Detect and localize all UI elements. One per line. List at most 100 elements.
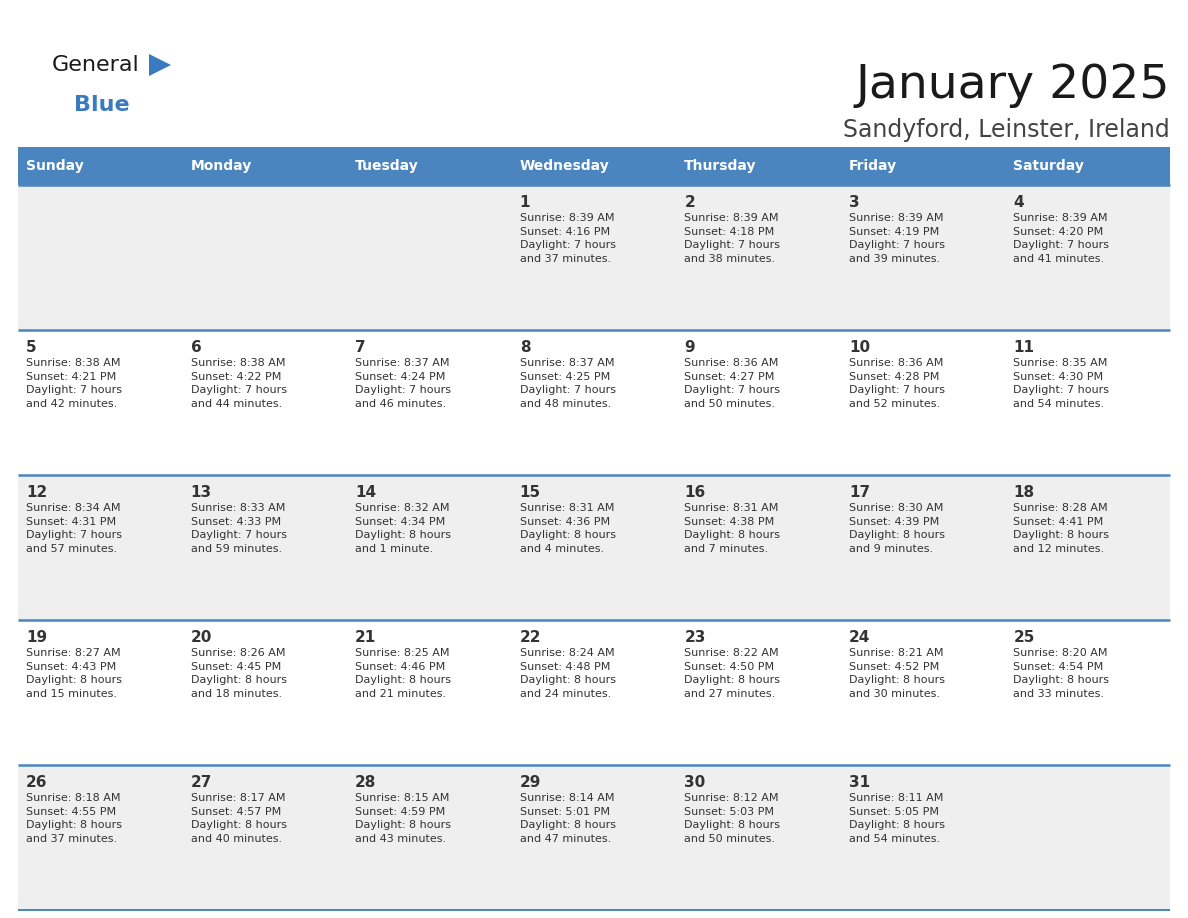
Bar [18, 147, 183, 185]
Bar [512, 620, 676, 765]
Text: Sunrise: 8:22 AM
Sunset: 4:50 PM
Daylight: 8 hours
and 27 minutes.: Sunrise: 8:22 AM Sunset: 4:50 PM Dayligh… [684, 648, 781, 699]
Text: 25: 25 [1013, 630, 1035, 645]
Text: Sunrise: 8:25 AM
Sunset: 4:46 PM
Daylight: 8 hours
and 21 minutes.: Sunrise: 8:25 AM Sunset: 4:46 PM Dayligh… [355, 648, 451, 699]
Text: 22: 22 [519, 630, 542, 645]
Text: 28: 28 [355, 775, 377, 790]
Bar [1005, 147, 1170, 185]
Text: Wednesday: Wednesday [519, 159, 609, 173]
Text: 5: 5 [26, 340, 37, 355]
Text: 26: 26 [26, 775, 48, 790]
Bar [18, 185, 183, 330]
Bar [347, 765, 512, 910]
Bar [841, 620, 1005, 765]
Text: Sunrise: 8:37 AM
Sunset: 4:25 PM
Daylight: 7 hours
and 48 minutes.: Sunrise: 8:37 AM Sunset: 4:25 PM Dayligh… [519, 358, 615, 409]
Text: 30: 30 [684, 775, 706, 790]
Bar [347, 620, 512, 765]
Bar [676, 185, 841, 330]
Bar [18, 765, 183, 910]
Text: Sunday: Sunday [26, 159, 83, 173]
Text: 15: 15 [519, 485, 541, 500]
Text: General: General [52, 55, 140, 75]
Bar [18, 620, 183, 765]
Bar [183, 475, 347, 620]
Bar [841, 147, 1005, 185]
Text: Sunrise: 8:32 AM
Sunset: 4:34 PM
Daylight: 8 hours
and 1 minute.: Sunrise: 8:32 AM Sunset: 4:34 PM Dayligh… [355, 503, 451, 554]
Text: January 2025: January 2025 [855, 62, 1170, 107]
Text: Tuesday: Tuesday [355, 159, 419, 173]
Text: 4: 4 [1013, 195, 1024, 210]
Text: Sunrise: 8:15 AM
Sunset: 4:59 PM
Daylight: 8 hours
and 43 minutes.: Sunrise: 8:15 AM Sunset: 4:59 PM Dayligh… [355, 793, 451, 844]
Text: Sandyford, Leinster, Ireland: Sandyford, Leinster, Ireland [843, 118, 1170, 142]
Bar [1005, 765, 1170, 910]
Text: 18: 18 [1013, 485, 1035, 500]
Text: 9: 9 [684, 340, 695, 355]
Text: Sunrise: 8:30 AM
Sunset: 4:39 PM
Daylight: 8 hours
and 9 minutes.: Sunrise: 8:30 AM Sunset: 4:39 PM Dayligh… [849, 503, 944, 554]
Bar [18, 475, 183, 620]
Bar [183, 765, 347, 910]
Text: Sunrise: 8:31 AM
Sunset: 4:38 PM
Daylight: 8 hours
and 7 minutes.: Sunrise: 8:31 AM Sunset: 4:38 PM Dayligh… [684, 503, 781, 554]
Bar [512, 147, 676, 185]
Bar [1005, 475, 1170, 620]
Text: Sunrise: 8:39 AM
Sunset: 4:16 PM
Daylight: 7 hours
and 37 minutes.: Sunrise: 8:39 AM Sunset: 4:16 PM Dayligh… [519, 213, 615, 263]
Text: 3: 3 [849, 195, 859, 210]
Text: Sunrise: 8:36 AM
Sunset: 4:27 PM
Daylight: 7 hours
and 50 minutes.: Sunrise: 8:36 AM Sunset: 4:27 PM Dayligh… [684, 358, 781, 409]
Text: Sunrise: 8:35 AM
Sunset: 4:30 PM
Daylight: 7 hours
and 54 minutes.: Sunrise: 8:35 AM Sunset: 4:30 PM Dayligh… [1013, 358, 1110, 409]
Text: Sunrise: 8:18 AM
Sunset: 4:55 PM
Daylight: 8 hours
and 37 minutes.: Sunrise: 8:18 AM Sunset: 4:55 PM Dayligh… [26, 793, 122, 844]
Bar [347, 147, 512, 185]
Text: Sunrise: 8:17 AM
Sunset: 4:57 PM
Daylight: 8 hours
and 40 minutes.: Sunrise: 8:17 AM Sunset: 4:57 PM Dayligh… [190, 793, 286, 844]
Bar [676, 475, 841, 620]
Text: Sunrise: 8:37 AM
Sunset: 4:24 PM
Daylight: 7 hours
and 46 minutes.: Sunrise: 8:37 AM Sunset: 4:24 PM Dayligh… [355, 358, 451, 409]
Bar [183, 147, 347, 185]
Bar [347, 185, 512, 330]
Bar [841, 185, 1005, 330]
Bar [1005, 620, 1170, 765]
Text: 13: 13 [190, 485, 211, 500]
Bar [676, 765, 841, 910]
Text: 21: 21 [355, 630, 377, 645]
Text: 14: 14 [355, 485, 377, 500]
Bar [676, 620, 841, 765]
Text: Monday: Monday [190, 159, 252, 173]
Text: 19: 19 [26, 630, 48, 645]
Text: Sunrise: 8:39 AM
Sunset: 4:19 PM
Daylight: 7 hours
and 39 minutes.: Sunrise: 8:39 AM Sunset: 4:19 PM Dayligh… [849, 213, 944, 263]
Text: 23: 23 [684, 630, 706, 645]
Bar [512, 185, 676, 330]
Text: Sunrise: 8:33 AM
Sunset: 4:33 PM
Daylight: 7 hours
and 59 minutes.: Sunrise: 8:33 AM Sunset: 4:33 PM Dayligh… [190, 503, 286, 554]
Text: 29: 29 [519, 775, 541, 790]
Text: 11: 11 [1013, 340, 1035, 355]
Text: Sunrise: 8:26 AM
Sunset: 4:45 PM
Daylight: 8 hours
and 18 minutes.: Sunrise: 8:26 AM Sunset: 4:45 PM Dayligh… [190, 648, 286, 699]
Text: Sunrise: 8:27 AM
Sunset: 4:43 PM
Daylight: 8 hours
and 15 minutes.: Sunrise: 8:27 AM Sunset: 4:43 PM Dayligh… [26, 648, 122, 699]
Text: Sunrise: 8:34 AM
Sunset: 4:31 PM
Daylight: 7 hours
and 57 minutes.: Sunrise: 8:34 AM Sunset: 4:31 PM Dayligh… [26, 503, 122, 554]
Bar [183, 185, 347, 330]
Bar [841, 330, 1005, 475]
Text: Thursday: Thursday [684, 159, 757, 173]
Text: 10: 10 [849, 340, 870, 355]
Text: 2: 2 [684, 195, 695, 210]
Text: Sunrise: 8:11 AM
Sunset: 5:05 PM
Daylight: 8 hours
and 54 minutes.: Sunrise: 8:11 AM Sunset: 5:05 PM Dayligh… [849, 793, 944, 844]
Text: Friday: Friday [849, 159, 897, 173]
Text: 27: 27 [190, 775, 211, 790]
Bar [512, 765, 676, 910]
Polygon shape [148, 54, 171, 76]
Text: Sunrise: 8:28 AM
Sunset: 4:41 PM
Daylight: 8 hours
and 12 minutes.: Sunrise: 8:28 AM Sunset: 4:41 PM Dayligh… [1013, 503, 1110, 554]
Text: 24: 24 [849, 630, 871, 645]
Text: 6: 6 [190, 340, 201, 355]
Text: 17: 17 [849, 485, 870, 500]
Text: 8: 8 [519, 340, 530, 355]
Bar [18, 330, 183, 475]
Text: Sunrise: 8:14 AM
Sunset: 5:01 PM
Daylight: 8 hours
and 47 minutes.: Sunrise: 8:14 AM Sunset: 5:01 PM Dayligh… [519, 793, 615, 844]
Bar [347, 475, 512, 620]
Bar [183, 620, 347, 765]
Text: 31: 31 [849, 775, 870, 790]
Text: Sunrise: 8:31 AM
Sunset: 4:36 PM
Daylight: 8 hours
and 4 minutes.: Sunrise: 8:31 AM Sunset: 4:36 PM Dayligh… [519, 503, 615, 554]
Bar [676, 147, 841, 185]
Text: Sunrise: 8:20 AM
Sunset: 4:54 PM
Daylight: 8 hours
and 33 minutes.: Sunrise: 8:20 AM Sunset: 4:54 PM Dayligh… [1013, 648, 1110, 699]
Bar [841, 475, 1005, 620]
Text: Sunrise: 8:24 AM
Sunset: 4:48 PM
Daylight: 8 hours
and 24 minutes.: Sunrise: 8:24 AM Sunset: 4:48 PM Dayligh… [519, 648, 615, 699]
Bar [512, 475, 676, 620]
Text: Sunrise: 8:39 AM
Sunset: 4:18 PM
Daylight: 7 hours
and 38 minutes.: Sunrise: 8:39 AM Sunset: 4:18 PM Dayligh… [684, 213, 781, 263]
Text: Sunrise: 8:39 AM
Sunset: 4:20 PM
Daylight: 7 hours
and 41 minutes.: Sunrise: 8:39 AM Sunset: 4:20 PM Dayligh… [1013, 213, 1110, 263]
Bar [1005, 330, 1170, 475]
Text: 7: 7 [355, 340, 366, 355]
Bar [512, 330, 676, 475]
